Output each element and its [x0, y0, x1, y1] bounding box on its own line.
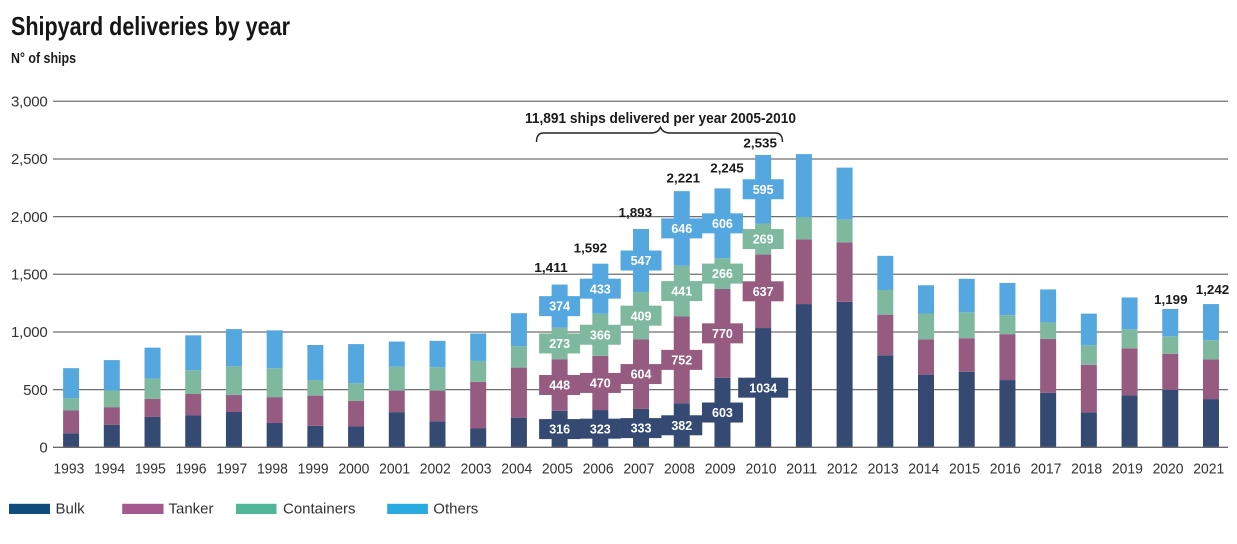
svg-text:366: 366 [590, 328, 611, 342]
svg-text:Bulk: Bulk [56, 501, 86, 518]
svg-text:2013: 2013 [868, 461, 899, 478]
svg-text:1,199: 1,199 [1154, 292, 1188, 307]
svg-text:2015: 2015 [949, 461, 980, 478]
svg-text:Tanker: Tanker [169, 501, 214, 518]
svg-text:2001: 2001 [379, 461, 410, 478]
svg-text:2007: 2007 [623, 461, 654, 478]
svg-text:Others: Others [433, 501, 478, 518]
svg-text:770: 770 [712, 327, 733, 341]
svg-text:433: 433 [590, 282, 611, 296]
svg-text:1034: 1034 [749, 381, 777, 395]
svg-text:2010: 2010 [745, 461, 776, 478]
svg-text:11,891 ships delivered per yea: 11,891 ships delivered per year 2005-201… [525, 111, 796, 127]
svg-text:2,245: 2,245 [710, 161, 744, 176]
svg-text:316: 316 [549, 423, 570, 437]
svg-text:266: 266 [712, 267, 733, 281]
svg-text:2,535: 2,535 [743, 136, 777, 151]
svg-text:646: 646 [671, 222, 692, 236]
svg-text:595: 595 [753, 183, 774, 197]
svg-text:409: 409 [631, 309, 652, 323]
svg-text:603: 603 [712, 406, 733, 420]
svg-text:269: 269 [753, 233, 774, 247]
svg-text:1,411: 1,411 [534, 260, 568, 275]
svg-text:1994: 1994 [94, 461, 125, 478]
svg-text:Shipyard deliveries by year: Shipyard deliveries by year [11, 11, 290, 41]
svg-text:Containers: Containers [283, 501, 356, 518]
svg-text:2004: 2004 [501, 461, 532, 478]
svg-text:637: 637 [753, 285, 774, 299]
svg-text:1,000: 1,000 [11, 324, 48, 341]
svg-text:547: 547 [631, 254, 652, 268]
svg-text:0: 0 [39, 440, 47, 457]
svg-text:2,000: 2,000 [11, 209, 48, 226]
svg-text:323: 323 [590, 422, 611, 436]
svg-text:1993: 1993 [53, 461, 84, 478]
svg-text:752: 752 [671, 353, 692, 367]
svg-text:2009: 2009 [705, 461, 736, 478]
svg-text:1,893: 1,893 [619, 205, 653, 220]
svg-text:3,000: 3,000 [11, 94, 48, 111]
svg-text:1999: 1999 [298, 461, 329, 478]
svg-text:2005: 2005 [542, 461, 573, 478]
svg-text:2006: 2006 [583, 461, 614, 478]
svg-text:1,592: 1,592 [574, 240, 608, 255]
svg-text:1997: 1997 [216, 461, 247, 478]
svg-text:604: 604 [631, 368, 652, 382]
svg-text:2017: 2017 [1030, 461, 1061, 478]
svg-text:2,221: 2,221 [667, 171, 701, 186]
svg-text:2014: 2014 [908, 461, 939, 478]
svg-text:2019: 2019 [1112, 461, 1143, 478]
svg-text:441: 441 [671, 285, 692, 299]
svg-text:2,500: 2,500 [11, 151, 48, 168]
svg-text:1998: 1998 [257, 461, 288, 478]
svg-text:606: 606 [712, 217, 733, 231]
svg-text:2000: 2000 [338, 461, 369, 478]
svg-text:382: 382 [671, 419, 692, 433]
svg-text:2021: 2021 [1193, 461, 1224, 478]
svg-text:374: 374 [549, 300, 570, 314]
svg-text:2012: 2012 [827, 461, 858, 478]
svg-text:333: 333 [631, 422, 652, 436]
svg-text:448: 448 [549, 379, 570, 393]
svg-text:2011: 2011 [786, 461, 817, 478]
svg-text:1995: 1995 [135, 461, 166, 478]
svg-text:500: 500 [23, 382, 47, 399]
svg-text:2018: 2018 [1071, 461, 1102, 478]
svg-text:N° of ships: N° of ships [11, 50, 76, 67]
svg-text:2003: 2003 [461, 461, 492, 478]
svg-text:2020: 2020 [1153, 461, 1184, 478]
svg-text:2002: 2002 [420, 461, 451, 478]
svg-text:1,500: 1,500 [11, 267, 48, 284]
svg-text:1996: 1996 [176, 461, 207, 478]
svg-text:273: 273 [549, 337, 570, 351]
svg-text:1,242: 1,242 [1196, 282, 1230, 297]
svg-text:470: 470 [590, 377, 611, 391]
svg-text:2016: 2016 [990, 461, 1021, 478]
svg-text:2008: 2008 [664, 461, 695, 478]
